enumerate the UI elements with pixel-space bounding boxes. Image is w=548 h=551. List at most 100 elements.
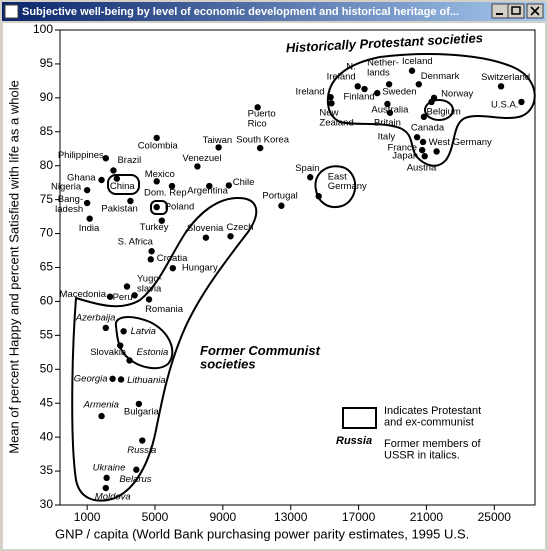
china-contour — [107, 174, 140, 195]
point-label: Slovenia — [187, 223, 224, 234]
point — [497, 83, 505, 90]
point — [102, 324, 110, 332]
point-label: West Germany — [429, 137, 492, 148]
point-label: Lithuania — [127, 375, 166, 386]
point-label: Bang-ladesh — [55, 194, 83, 215]
point-label: Dom. Rep — [144, 188, 187, 199]
point — [278, 202, 285, 209]
x-axis-title: GNP / capita (World Bank purchasing powe… — [55, 526, 469, 541]
point — [518, 98, 525, 106]
window-buttons[interactable] — [491, 3, 544, 19]
communist-contour — [71, 197, 258, 502]
point-label: Turkey — [140, 222, 169, 233]
y-tick-label: 75 — [40, 192, 54, 206]
point — [117, 342, 124, 349]
point — [354, 83, 361, 90]
point-label: Nigeria — [51, 182, 82, 193]
point — [86, 215, 93, 222]
point — [256, 144, 264, 152]
point — [420, 113, 428, 121]
point-label: France — [387, 142, 417, 153]
point-label: Pakistan — [101, 204, 137, 215]
point-label: Belarus — [119, 474, 151, 485]
point-label: U.S.A. — [491, 99, 518, 110]
point-label: Macedonia — [60, 289, 107, 300]
point-label: Peru — [113, 292, 133, 303]
point — [103, 474, 110, 482]
point — [98, 412, 105, 420]
y-tick-label: 35 — [40, 463, 54, 477]
point — [153, 178, 160, 185]
point-label: Ukraine — [93, 462, 126, 473]
point-label: Puerto Rico — [248, 108, 276, 129]
point-label: Belgium — [427, 106, 461, 117]
title-bar — [2, 2, 546, 21]
point-label: Switzerland — [481, 72, 530, 83]
poland-contour — [150, 200, 168, 215]
x-tick-label: 9000 — [210, 510, 237, 524]
point-label: Japan — [392, 151, 418, 162]
point-label: Sweden — [382, 87, 416, 98]
window-icon — [4, 4, 19, 19]
point-label: Canada — [411, 122, 445, 133]
maximize-icon — [511, 6, 521, 15]
x-tick-label: 21000 — [410, 510, 444, 524]
y-tick-label: 90 — [40, 90, 54, 104]
point — [225, 182, 232, 189]
point — [315, 193, 322, 200]
point-label: Spain — [295, 163, 319, 174]
point — [83, 199, 91, 207]
x-tick-label: 17000 — [342, 510, 376, 524]
point — [109, 375, 116, 382]
communist-annotation: Former Communist societies — [200, 343, 321, 372]
minimize-button[interactable] — [491, 3, 509, 19]
y-tick-label: 55 — [40, 328, 54, 342]
point — [254, 104, 261, 111]
point-label: Brazil — [117, 155, 141, 166]
point-label: Britain — [374, 117, 401, 128]
point — [102, 155, 110, 162]
point — [374, 89, 381, 97]
point — [408, 67, 416, 74]
point-label: Italy — [378, 132, 396, 143]
point — [102, 484, 110, 492]
belgium-contour — [424, 99, 454, 121]
point — [106, 293, 114, 300]
window-title: Subjective well-being by level of econom… — [22, 6, 459, 18]
point-label: Chile — [233, 177, 255, 188]
y-tick-label: 100 — [33, 22, 53, 36]
y-tick-label: 45 — [40, 395, 54, 409]
point-label: Romania — [145, 304, 184, 315]
point-label: Norway — [441, 88, 473, 99]
point — [419, 138, 427, 146]
maximize-button[interactable] — [507, 3, 525, 19]
close-icon — [530, 6, 540, 16]
point — [110, 167, 117, 174]
point-label: Austria — [407, 163, 437, 174]
point — [153, 203, 160, 211]
point-label: Croatia — [157, 253, 188, 264]
point-label: India — [79, 223, 100, 234]
y-tick-label: 80 — [40, 158, 54, 172]
point — [385, 81, 393, 88]
point-label: Finland — [344, 92, 375, 103]
point-label: Ghana — [67, 172, 96, 183]
point-label: Mexico — [145, 169, 175, 180]
legend-box-swatch — [342, 407, 377, 429]
x-tick-label: 5000 — [142, 510, 169, 524]
point — [433, 148, 440, 155]
point — [135, 400, 143, 408]
point — [307, 174, 314, 181]
point-label: Portugal — [262, 190, 297, 201]
point — [123, 283, 131, 290]
point-label: Slovakia — [90, 347, 127, 358]
point — [113, 175, 121, 182]
point-label: East Germany — [328, 171, 367, 192]
y-tick-label: 95 — [40, 56, 54, 70]
point-label: Bulgaria — [124, 406, 160, 417]
point-label: Czech — [226, 222, 253, 233]
point — [147, 256, 154, 263]
point — [328, 100, 335, 107]
x-tick-label: 13000 — [274, 510, 308, 524]
point — [361, 85, 368, 93]
